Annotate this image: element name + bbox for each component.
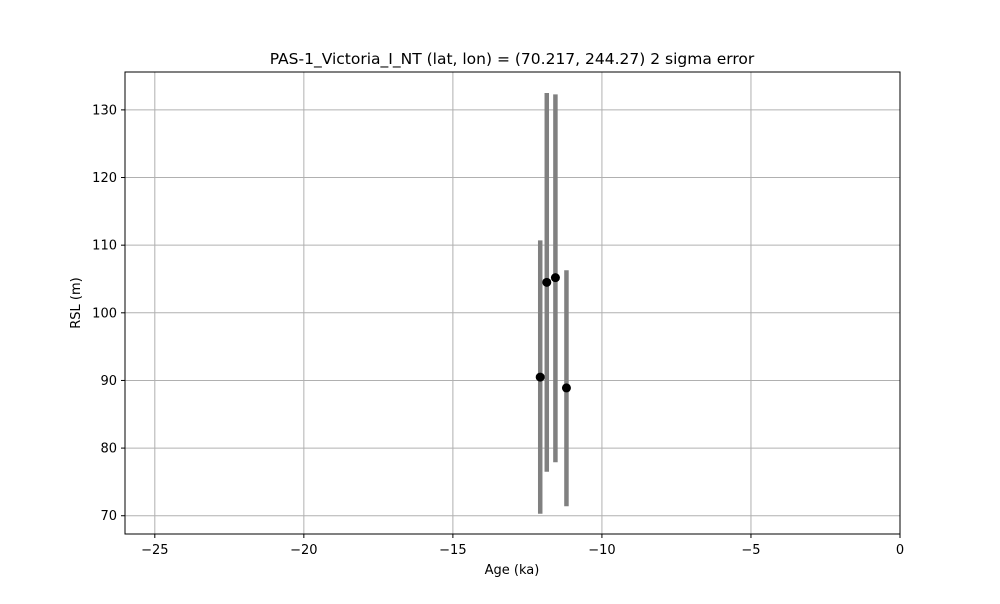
y-tick-label: 70 <box>100 509 117 524</box>
plot-frame <box>124 71 901 535</box>
x-tick-label: 0 <box>896 543 904 558</box>
x-axis-label: Age (ka) <box>485 563 540 578</box>
x-tick-label: −20 <box>290 543 317 558</box>
data-points <box>535 273 571 393</box>
y-tick-label: 110 <box>92 239 117 254</box>
data-point <box>561 383 571 393</box>
data-point <box>550 273 560 283</box>
y-tick-label: 100 <box>92 306 117 321</box>
y-tick-label: 130 <box>92 103 117 118</box>
x-tick-label: −10 <box>588 543 615 558</box>
chart-title: PAS-1_Victoria_I_NT (lat, lon) = (70.217… <box>270 50 755 69</box>
data-point <box>535 372 545 382</box>
x-tick-label: −5 <box>741 543 760 558</box>
x-tick-label: −25 <box>141 543 168 558</box>
y-tick-label: 90 <box>100 374 117 389</box>
y-tick-label: 80 <box>100 442 117 457</box>
y-axis-ticks: 70 80 90 100 110 120 130 <box>92 103 125 524</box>
x-axis-ticks: −25 −20 −15 −10 −5 0 <box>141 534 904 558</box>
data-point <box>542 277 552 287</box>
y-tick-label: 120 <box>92 171 117 186</box>
x-tick-label: −15 <box>439 543 466 558</box>
y-axis-label: RSL (m) <box>69 277 84 328</box>
